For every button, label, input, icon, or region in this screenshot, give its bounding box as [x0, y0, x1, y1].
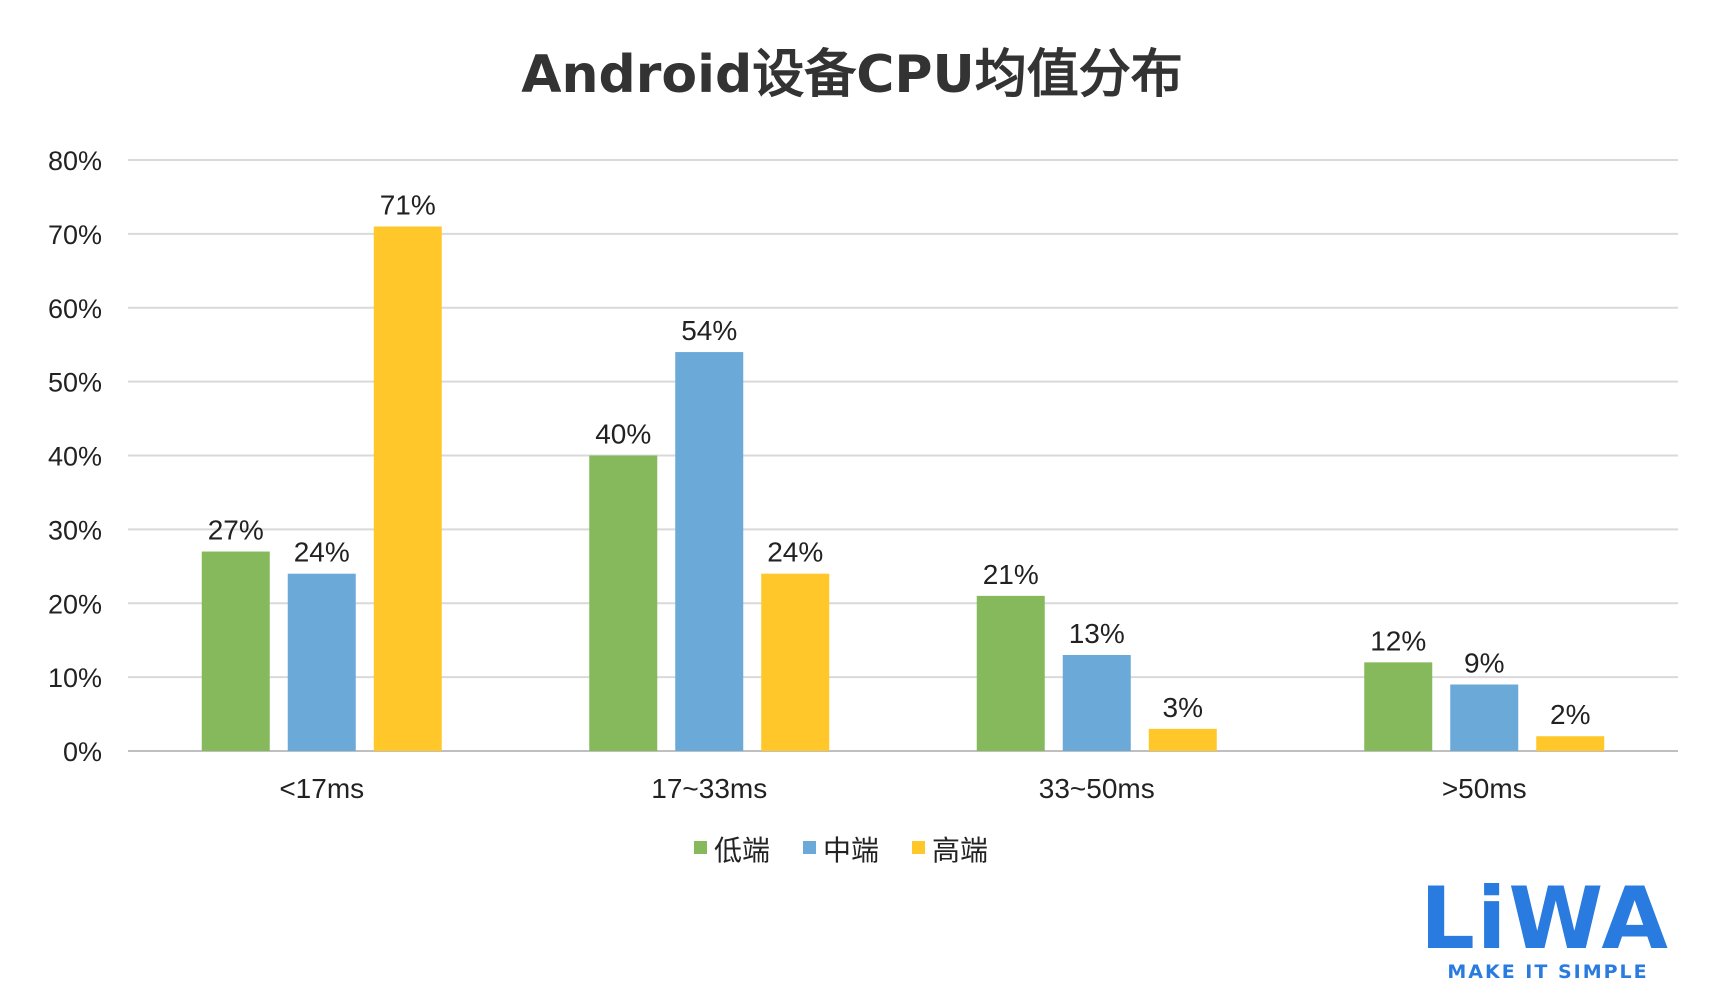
bar — [1148, 728, 1217, 751]
chart-title: Android设备CPU均值分布 — [521, 45, 1182, 105]
category-label: <17ms — [279, 773, 364, 804]
y-axis-ticks: 0% 10% 20% 30% 40% 50% 60% 70% 80% — [48, 146, 102, 767]
y-tick-label: 80% — [48, 146, 102, 176]
y-tick-label: 40% — [48, 442, 102, 472]
bar — [589, 455, 658, 751]
y-tick-label: 0% — [63, 737, 102, 767]
bar — [1364, 662, 1433, 751]
bar — [976, 595, 1045, 751]
data-label: 71% — [380, 189, 436, 220]
category-label: >50ms — [1442, 773, 1527, 804]
category-label: 17~33ms — [651, 773, 767, 804]
gridlines — [128, 159, 1678, 752]
bar — [761, 573, 830, 751]
bar — [201, 551, 270, 751]
data-label: 24% — [294, 537, 350, 568]
legend-label: 高端 — [932, 834, 988, 867]
data-label: 12% — [1370, 625, 1426, 656]
data-label: 9% — [1464, 648, 1504, 679]
bar — [1536, 736, 1605, 751]
logo-wordmark: LiWA — [1420, 869, 1670, 969]
y-tick-label: 70% — [48, 220, 102, 250]
legend: 低端 中端 高端 — [694, 834, 988, 867]
y-tick-label: 30% — [48, 515, 102, 545]
bar — [373, 226, 442, 752]
data-label: 54% — [681, 315, 737, 346]
logo-tagline: MAKE IT SIMPLE — [1447, 961, 1648, 983]
y-tick-label: 20% — [48, 589, 102, 619]
legend-swatch — [694, 841, 707, 854]
data-label: 2% — [1550, 699, 1590, 730]
bar — [1062, 654, 1131, 751]
bar — [1450, 684, 1519, 751]
legend-label: 低端 — [714, 834, 770, 867]
data-label: 3% — [1163, 692, 1203, 723]
data-label: 40% — [595, 419, 651, 450]
y-tick-label: 60% — [48, 294, 102, 324]
bar — [675, 352, 744, 751]
data-label: 27% — [208, 515, 264, 546]
y-tick-label: 50% — [48, 368, 102, 398]
legend-label: 中端 — [823, 834, 879, 867]
data-label: 24% — [767, 537, 823, 568]
liwa-logo: LiWA MAKE IT SIMPLE — [1420, 869, 1670, 983]
bars — [201, 226, 1605, 752]
x-axis-categories: <17ms 17~33ms 33~50ms >50ms — [279, 773, 1526, 804]
legend-swatch — [912, 841, 925, 854]
data-labels: 27% 24% 71% 40% 54% 24% 21% 13% 3% 12% 9% 2% — [208, 189, 1591, 730]
category-label: 33~50ms — [1039, 773, 1155, 804]
data-label: 13% — [1069, 618, 1125, 649]
data-label: 21% — [983, 559, 1039, 590]
bar — [287, 573, 356, 751]
y-tick-label: 10% — [48, 663, 102, 693]
legend-swatch — [803, 841, 816, 854]
